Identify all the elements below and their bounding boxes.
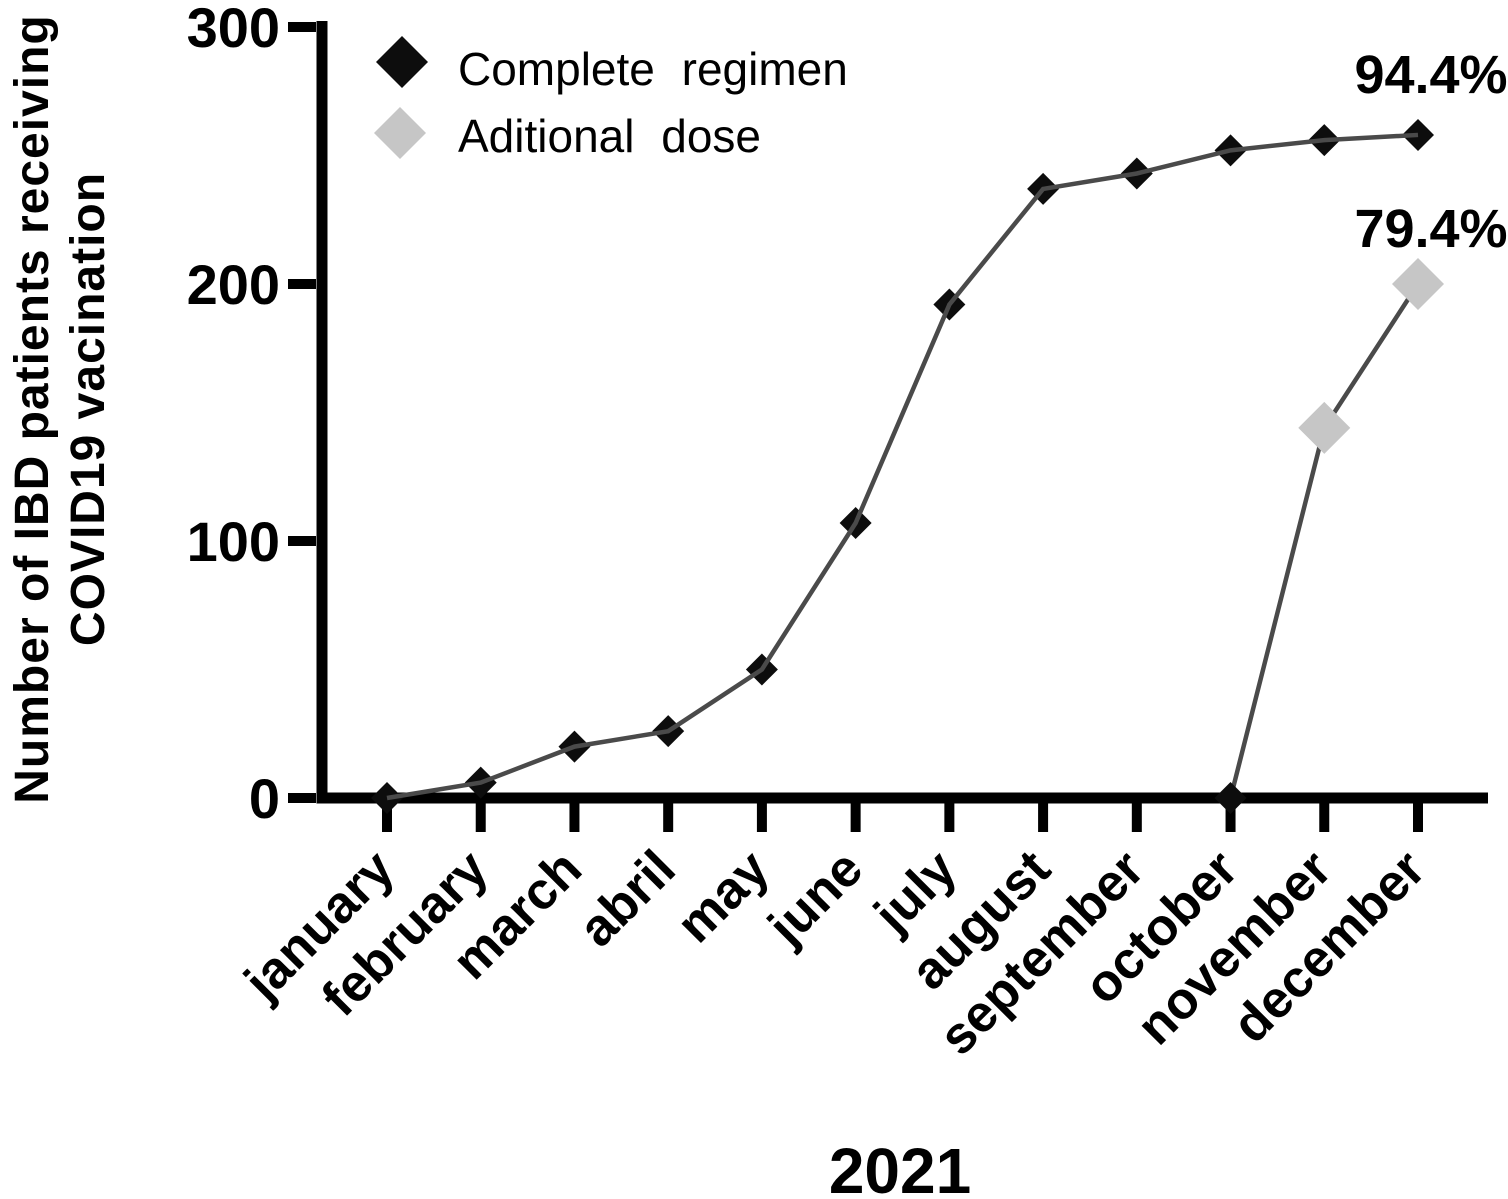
legend-label-aditional-dose: Aditional dose: [458, 110, 761, 162]
y-tick-label-0: 0: [249, 767, 280, 830]
x-axis-ticks: [382, 798, 1423, 832]
complete-regimen-diamond-icon: [376, 36, 428, 88]
marker-aditional-dose-november: [1298, 401, 1351, 454]
line-aditional-dose: [1228, 282, 1420, 799]
y-tick-label-200: 200: [187, 253, 280, 316]
x-tick-label-may: may: [666, 839, 781, 954]
y-axis-ticks: [288, 22, 316, 803]
y-axis-tick-labels: 0 100 200 300: [187, 0, 280, 830]
legend-item-aditional-dose: Aditional dose: [374, 107, 761, 162]
series-layer: [371, 118, 1444, 814]
line-complete-regimen: [386, 132, 1419, 801]
aditional-dose-diamond-icon: [374, 107, 426, 159]
y-tick-label-300: 300: [187, 0, 280, 59]
axes: [288, 21, 1488, 832]
x-axis-tick-labels: januaryfebruarymarchabrilmayjunejulyaugu…: [233, 839, 1437, 1066]
x-tick-label-june: june: [757, 839, 874, 956]
legend: Complete regimen Aditional dose: [374, 36, 848, 162]
legend-label-complete-regimen: Complete regimen: [458, 43, 848, 95]
annotation-complete-regimen-percent: 94.4%: [1354, 45, 1507, 105]
y-axis-title-line1: Number of IBD patients receiving: [6, 14, 59, 803]
legend-item-complete-regimen: Complete regimen: [376, 36, 848, 95]
marker-aditional-dose-october: [1214, 782, 1247, 814]
y-tick-label-100: 100: [187, 510, 280, 573]
x-tick-label-abril: abril: [568, 839, 687, 958]
marker-aditional-dose-december: [1392, 258, 1444, 310]
x-axis-year-label: 2021: [829, 1135, 971, 1199]
y-axis-title-line2: COVID19 vacination: [62, 172, 115, 646]
annotation-aditional-dose-percent: 79.4%: [1354, 199, 1507, 259]
